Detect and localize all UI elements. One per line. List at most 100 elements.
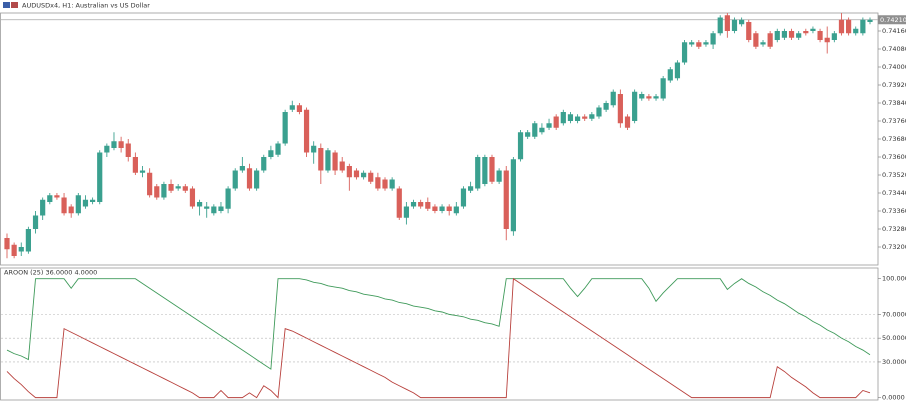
candle-body	[667, 69, 673, 81]
candle-body	[653, 96, 659, 99]
candle-body	[403, 206, 410, 218]
candle-body	[261, 157, 267, 171]
candle-body	[346, 166, 352, 178]
candle-body	[75, 195, 81, 214]
candle-body	[796, 33, 802, 38]
candle-body	[838, 19, 845, 34]
candle-body	[118, 141, 124, 148]
candle-body	[410, 202, 417, 207]
candle-body	[603, 103, 609, 110]
symbol-icons	[3, 2, 18, 8]
candle-body	[82, 199, 89, 207]
candle-body	[710, 33, 716, 45]
candle-body	[296, 105, 303, 112]
candle-body	[767, 33, 773, 47]
candle-body	[68, 206, 74, 214]
candle-body	[368, 172, 374, 182]
candle-body	[353, 170, 360, 178]
candle-body	[639, 94, 645, 99]
candle-body	[303, 109, 310, 153]
candle-body	[489, 157, 495, 182]
chart-title: AUDUSDx4, H1: Australian vs US Dollar	[22, 2, 150, 10]
candle-body	[610, 91, 616, 106]
candle-body	[582, 116, 588, 119]
candle-body	[567, 114, 574, 121]
candle-body	[696, 42, 702, 47]
candle-body	[18, 247, 24, 252]
candle-body	[161, 184, 167, 198]
candle-body	[432, 206, 438, 211]
candle-body	[853, 28, 859, 34]
candle-body	[646, 96, 652, 99]
current-price-box	[878, 15, 906, 25]
y-tick-label: 50.0000	[882, 334, 906, 342]
indicator-title: AROON (25) 36.0000 4.0000	[4, 269, 97, 277]
candle-body	[61, 197, 67, 214]
candle-body	[189, 188, 196, 207]
candle-body	[453, 206, 459, 214]
indicator-pane-frame	[0, 267, 879, 401]
candle-body	[753, 33, 759, 47]
candle-body	[824, 37, 830, 43]
candle-body	[689, 42, 695, 45]
candle-body	[703, 42, 709, 45]
y-tick-label: 0.0000	[882, 394, 905, 402]
candle-body	[268, 150, 274, 157]
y-tick-label: 30.0000	[882, 358, 906, 366]
candle-body	[624, 116, 631, 128]
candle-body	[817, 31, 823, 40]
candle-body	[25, 229, 31, 252]
indicator-line	[6, 278, 871, 370]
candle-body	[446, 206, 452, 211]
candle-body	[746, 22, 752, 40]
candle-body	[831, 33, 837, 40]
candle-body	[196, 202, 203, 207]
candle-body	[325, 150, 331, 171]
candle-body	[496, 170, 502, 182]
candle-body	[717, 17, 723, 34]
candle-body	[781, 31, 788, 38]
candle-body	[225, 188, 231, 209]
candle-body	[147, 172, 153, 196]
candle-body	[574, 116, 581, 121]
candle-body	[774, 31, 780, 40]
candle-body	[382, 179, 388, 189]
candle-body	[32, 215, 39, 229]
candle-body	[318, 148, 324, 171]
candle-body	[154, 186, 160, 198]
candle-body	[282, 112, 288, 144]
candle-body	[517, 132, 524, 160]
candle-body	[460, 188, 467, 207]
candle-body	[539, 127, 545, 133]
candle-body	[674, 62, 681, 79]
candle-body	[760, 42, 766, 45]
candle-body	[467, 186, 474, 191]
candle-body	[389, 179, 395, 189]
candle-body	[560, 112, 566, 124]
indicator-line	[6, 277, 871, 399]
candle-body	[846, 19, 852, 34]
candle-body	[788, 31, 795, 38]
candle-body	[739, 19, 745, 25]
candle-body	[532, 123, 538, 137]
candle-body	[254, 170, 260, 189]
candle-body	[860, 19, 866, 34]
candle-body	[11, 244, 17, 256]
candle-body	[211, 206, 217, 214]
candle-body	[132, 157, 138, 173]
candle-body	[204, 206, 210, 209]
candle-body	[47, 195, 53, 202]
